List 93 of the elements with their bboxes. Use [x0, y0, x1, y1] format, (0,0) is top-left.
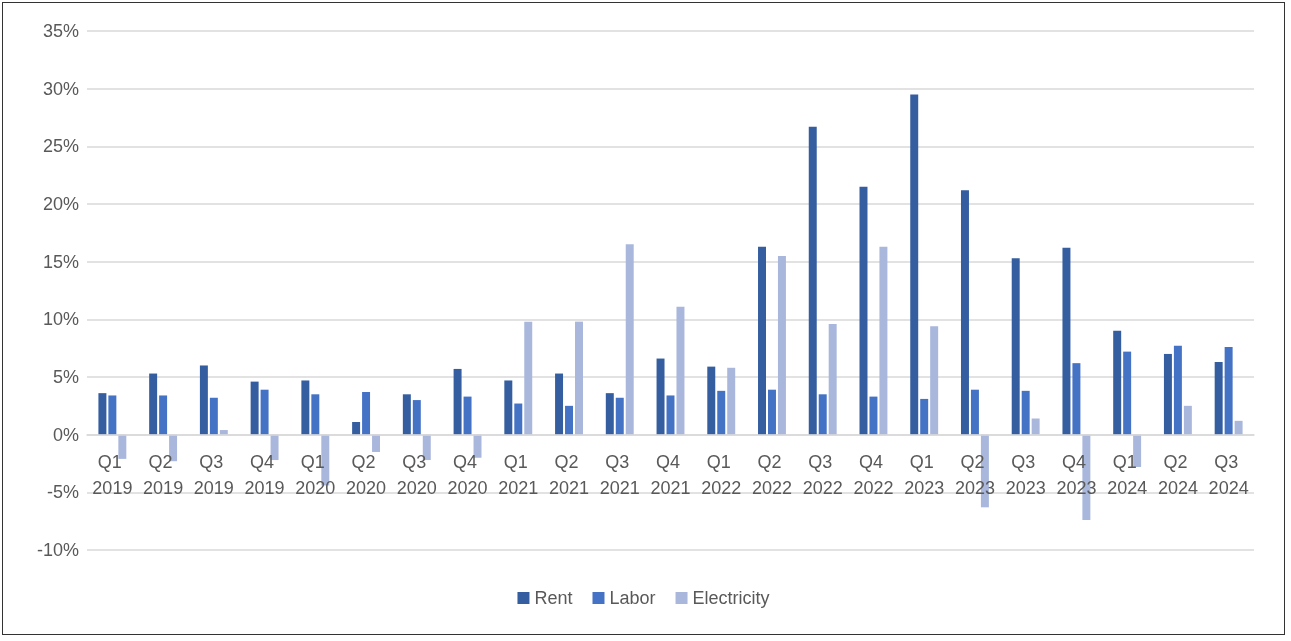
y-tick-label: 30% — [42, 78, 79, 99]
legend-label: Labor — [609, 588, 656, 608]
bar — [1173, 345, 1182, 435]
legend-label: Rent — [534, 588, 573, 608]
bar — [311, 394, 320, 435]
bar — [828, 323, 837, 435]
bar — [758, 246, 766, 435]
y-tick-label: 15% — [42, 251, 79, 272]
bar — [879, 246, 888, 435]
bar — [1163, 353, 1172, 435]
bar — [970, 389, 979, 435]
x-tick-label: Q3 2022 — [802, 451, 843, 498]
bar — [402, 394, 411, 435]
y-tick-label: -10% — [36, 540, 79, 560]
x-tick-label: Q4 2022 — [853, 451, 894, 498]
bar — [362, 391, 371, 435]
x-tick-label: Q1 2024 — [1107, 451, 1148, 498]
bar — [250, 381, 259, 435]
bar — [777, 255, 786, 435]
bar — [209, 397, 218, 435]
x-tick-label: Q4 2019 — [244, 451, 285, 498]
y-tick-label: 5% — [52, 367, 79, 387]
bar — [1021, 390, 1030, 435]
bar — [717, 390, 726, 435]
bar — [767, 389, 776, 435]
x-tick-label: Q3 2021 — [599, 451, 640, 498]
legend-label: Electricity — [692, 588, 770, 608]
bar — [625, 244, 634, 435]
bar — [524, 321, 533, 435]
x-tick-label: Q3 2019 — [193, 451, 234, 498]
bar — [199, 365, 208, 435]
x-tick-label: Q3 2023 — [1005, 451, 1046, 498]
bar — [1072, 363, 1081, 435]
bar — [412, 400, 421, 435]
bar — [98, 393, 107, 435]
bar — [149, 373, 158, 435]
y-tick-label: 35% — [42, 21, 79, 41]
bar — [504, 380, 513, 435]
bar — [1031, 418, 1040, 435]
x-tick-label: Q1 2023 — [904, 451, 945, 498]
bar — [1224, 347, 1233, 435]
x-tick-label: Q3 2020 — [396, 451, 437, 498]
bar — [920, 398, 929, 435]
bar — [1214, 362, 1223, 435]
bar — [1234, 420, 1243, 435]
x-tick-label: Q4 2021 — [650, 451, 691, 498]
bar — [1113, 330, 1122, 435]
x-tick-label: Q4 2020 — [447, 451, 488, 498]
bar — [1123, 351, 1132, 435]
bar — [818, 394, 827, 435]
bar — [910, 94, 919, 435]
bar — [1011, 258, 1020, 435]
x-tick-label: Q2 2022 — [751, 451, 792, 498]
x-tick-label: Q2 2024 — [1157, 451, 1198, 498]
y-tick-label: 0% — [52, 424, 79, 445]
x-tick-label: Q2 2021 — [549, 451, 590, 498]
bar — [727, 367, 736, 435]
x-tick-label: Q1 2020 — [295, 451, 336, 498]
bar — [301, 380, 310, 435]
bar — [463, 396, 472, 435]
bar — [930, 326, 939, 435]
bar — [605, 393, 614, 435]
y-tick-label: -5% — [46, 482, 79, 503]
bar — [352, 421, 361, 435]
bar — [565, 405, 574, 435]
bar — [960, 190, 969, 435]
x-tick-label: Q2 2019 — [143, 451, 184, 498]
bar — [453, 368, 462, 435]
y-tick-label: 20% — [42, 194, 79, 214]
x-tick-label: Q2 2023 — [954, 451, 995, 498]
bar — [869, 396, 878, 435]
bar — [260, 389, 269, 435]
x-tick-label: Q1 2022 — [701, 451, 742, 498]
x-tick-label: Q4 2023 — [1056, 451, 1097, 498]
bar — [514, 403, 523, 435]
bar — [555, 373, 564, 435]
y-tick-label: 10% — [42, 309, 79, 330]
bar — [1183, 405, 1192, 435]
bar — [372, 434, 381, 452]
bar — [575, 321, 583, 435]
x-tick-label: Q3 2024 — [1208, 451, 1249, 498]
bar — [808, 126, 817, 435]
y-tick-label: 25% — [42, 136, 79, 157]
bar — [707, 366, 716, 435]
bar — [108, 395, 117, 435]
x-tick-label: Q2 2020 — [346, 451, 387, 498]
bar — [676, 306, 685, 435]
bar — [1062, 247, 1071, 435]
bar — [656, 358, 665, 435]
x-tick-label: Q1 2019 — [92, 451, 133, 498]
x-tick-label: Q1 2021 — [498, 451, 539, 498]
bar — [159, 395, 168, 435]
bar — [615, 397, 624, 435]
